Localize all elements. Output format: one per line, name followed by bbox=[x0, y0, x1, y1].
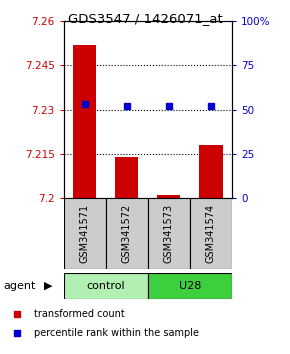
Bar bbox=[200, 145, 222, 198]
Text: U28: U28 bbox=[179, 281, 201, 291]
Text: transformed count: transformed count bbox=[34, 309, 124, 319]
Text: agent: agent bbox=[3, 281, 35, 291]
Text: percentile rank within the sample: percentile rank within the sample bbox=[34, 328, 199, 338]
Text: control: control bbox=[86, 281, 125, 291]
Text: GSM341572: GSM341572 bbox=[122, 204, 132, 263]
Bar bbox=[115, 157, 138, 198]
Text: GDS3547 / 1426071_at: GDS3547 / 1426071_at bbox=[68, 12, 222, 25]
Text: ▶: ▶ bbox=[44, 281, 52, 291]
Bar bbox=[106, 198, 148, 269]
Bar bbox=[64, 198, 106, 269]
Text: GSM341574: GSM341574 bbox=[206, 204, 216, 263]
Text: GSM341571: GSM341571 bbox=[80, 204, 90, 263]
Text: GSM341573: GSM341573 bbox=[164, 204, 174, 263]
Bar bbox=[148, 198, 190, 269]
Bar bbox=[73, 45, 96, 198]
Bar bbox=[157, 195, 180, 198]
Bar bbox=[190, 198, 232, 269]
Bar bbox=[148, 273, 232, 299]
Bar bbox=[64, 273, 148, 299]
